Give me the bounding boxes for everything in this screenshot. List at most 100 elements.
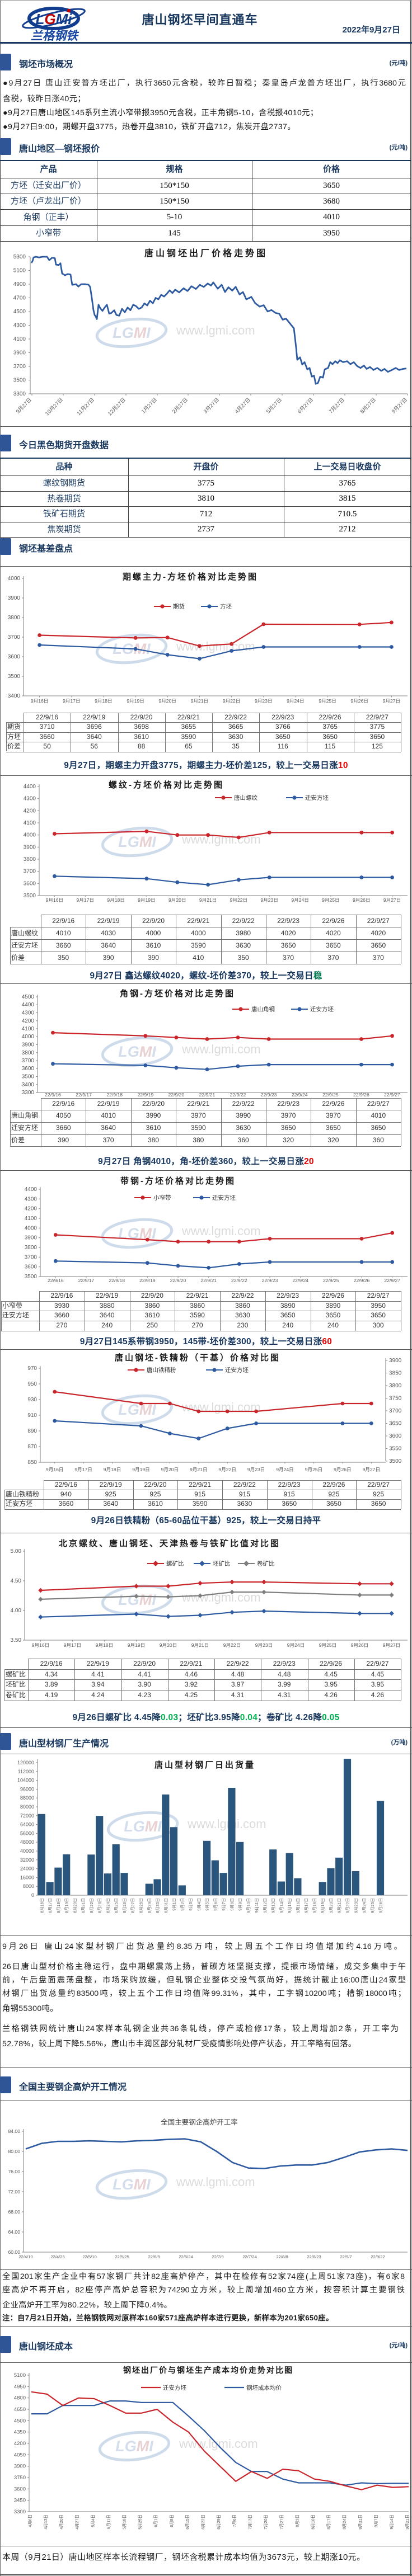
- svg-text:3800: 3800: [389, 1383, 402, 1389]
- svg-text:64.00: 64.00: [8, 2229, 20, 2235]
- svg-text:www.lgmi.com: www.lgmi.com: [179, 2437, 258, 2451]
- svg-text:9月24日: 9月24日: [362, 1898, 367, 1913]
- svg-text:3600: 3600: [389, 1433, 402, 1439]
- svg-text:12月27日: 12月27日: [107, 397, 127, 417]
- svg-text:3900: 3900: [13, 350, 26, 356]
- svg-text:4500: 4500: [14, 2418, 26, 2424]
- svg-text:8月18日: 8月18日: [56, 1898, 61, 1913]
- svg-text:4000: 4000: [8, 576, 21, 582]
- svg-text:22/9/24: 22/9/24: [292, 1092, 308, 1098]
- svg-text:4300: 4300: [13, 323, 26, 329]
- svg-text:3600: 3600: [22, 1066, 35, 1072]
- svg-text:9月19日: 9月19日: [138, 897, 156, 903]
- svg-text:9月27日: 9月27日: [391, 397, 409, 415]
- svg-text:9月26日: 9月26日: [378, 1898, 383, 1913]
- svg-text:22/9/22: 22/9/22: [230, 1092, 246, 1098]
- svg-text:22/7/9: 22/7/9: [212, 2254, 223, 2259]
- svg-text:9月16日: 9月16日: [46, 897, 64, 903]
- svg-text:22/9/16: 22/9/16: [48, 1278, 64, 1283]
- svg-text:8月31日: 8月31日: [163, 1898, 168, 1913]
- svg-text:3650: 3650: [389, 1421, 402, 1427]
- svg-text:4300: 4300: [25, 1196, 38, 1202]
- svg-text:9月24日: 9月24日: [276, 1467, 294, 1472]
- svg-text:22/8/8: 22/8/8: [276, 2254, 288, 2259]
- svg-text:4100: 4100: [25, 1216, 38, 1222]
- svg-text:3300: 3300: [14, 2509, 26, 2515]
- svg-text:9月5日: 9月5日: [205, 1898, 210, 1911]
- svg-text:9月19日: 9月19日: [132, 1467, 150, 1472]
- svg-text:24000: 24000: [20, 1866, 34, 1872]
- svg-text:9月21日: 9月21日: [191, 698, 209, 704]
- svg-text:9月27日: 9月27日: [383, 698, 401, 704]
- svg-text:唐山型材钢厂日出货量: 唐山型材钢厂日出货量: [154, 1760, 255, 1770]
- svg-text:8月20日: 8月20日: [72, 1898, 77, 1913]
- svg-text:8月19日: 8月19日: [64, 1898, 69, 1913]
- svg-text:9月24日: 9月24日: [287, 1642, 305, 1648]
- svg-text:22/9/17: 22/9/17: [78, 1278, 95, 1283]
- svg-text:950: 950: [27, 1381, 37, 1387]
- svg-text:22/9/21: 22/9/21: [200, 1278, 217, 1283]
- svg-text:9月2日: 9月2日: [180, 1898, 185, 1911]
- svg-text:4050: 4050: [14, 2452, 26, 2458]
- svg-text:3800: 3800: [24, 856, 36, 863]
- svg-text:3500: 3500: [25, 1274, 38, 1280]
- svg-text:16000: 16000: [20, 1875, 34, 1880]
- svg-text:9月19日: 9月19日: [128, 1642, 146, 1648]
- svg-text:螺矿比: 螺矿比: [166, 1560, 184, 1567]
- svg-text:4200: 4200: [14, 2441, 26, 2447]
- svg-text:3750: 3750: [14, 2475, 26, 2481]
- svg-text:22/6/24: 22/6/24: [179, 2254, 193, 2259]
- svg-text:4500: 4500: [13, 309, 26, 315]
- svg-text:螺纹-方坯价格对比走势图: 螺纹-方坯价格对比走势图: [109, 780, 224, 790]
- svg-text:4100: 4100: [24, 820, 36, 826]
- svg-text:全国主要钢企高炉开工率: 全国主要钢企高炉开工率: [161, 2118, 238, 2126]
- svg-text:9月25日: 9月25日: [370, 1898, 375, 1913]
- svg-text:9月20日: 9月20日: [161, 1467, 179, 1472]
- svg-text:9月7日: 9月7日: [221, 1898, 226, 1911]
- svg-text:LGMi: LGMi: [35, 11, 72, 27]
- svg-text:LGMI: LGMI: [113, 324, 151, 341]
- svg-text:3900: 3900: [14, 2464, 26, 2470]
- svg-text:8月17日: 8月17日: [326, 2514, 331, 2530]
- svg-text:6月29日: 6月29日: [216, 2514, 221, 2530]
- svg-text:9月17日: 9月17日: [76, 897, 94, 903]
- svg-text:8月27日: 8月27日: [359, 397, 377, 415]
- svg-text:96000: 96000: [20, 1786, 34, 1792]
- svg-text:4月27日: 4月27日: [74, 2514, 79, 2530]
- svg-text:56000: 56000: [20, 1830, 34, 1836]
- svg-text:4800: 4800: [14, 2395, 26, 2401]
- svg-text:4月13日: 4月13日: [43, 2514, 48, 2530]
- svg-text:9月25日: 9月25日: [319, 698, 336, 704]
- svg-text:www.lgmi.com: www.lgmi.com: [181, 1400, 261, 1414]
- svg-text:60.00: 60.00: [8, 2249, 20, 2255]
- svg-text:9月23日: 9月23日: [260, 897, 278, 903]
- svg-text:9月3日: 9月3日: [188, 1898, 193, 1911]
- svg-text:8月29日: 8月29日: [147, 1898, 152, 1913]
- svg-text:9月26日: 9月26日: [351, 1642, 369, 1648]
- svg-text:4200: 4200: [24, 808, 36, 814]
- svg-text:4200: 4200: [22, 1018, 35, 1024]
- svg-text:9月22日: 9月22日: [218, 1467, 236, 1472]
- svg-text:5100: 5100: [14, 2372, 26, 2379]
- svg-text:迁安方坯: 迁安方坯: [310, 1006, 334, 1013]
- svg-text:LGMI: LGMI: [124, 1818, 162, 1835]
- svg-text:LGMI: LGMI: [115, 2438, 153, 2455]
- svg-text:9月16日: 9月16日: [31, 698, 49, 704]
- svg-text:4月20日: 4月20日: [59, 2514, 64, 2530]
- svg-text:9月10日: 9月10日: [246, 1898, 251, 1913]
- svg-text:唐山铁精粉: 唐山铁精粉: [147, 1367, 176, 1374]
- svg-text:8月31日: 8月31日: [358, 2514, 363, 2530]
- svg-text:68.00: 68.00: [8, 2209, 20, 2215]
- svg-text:9月17日: 9月17日: [64, 1642, 82, 1648]
- svg-text:9月12日: 9月12日: [263, 1898, 268, 1913]
- svg-text:9月19日: 9月19日: [320, 1898, 325, 1913]
- svg-text:LGMI: LGMI: [118, 1591, 156, 1608]
- svg-text:3900: 3900: [389, 1358, 402, 1364]
- svg-text:钢坯成本均价: 钢坯成本均价: [246, 2384, 282, 2391]
- svg-text:9月16日: 9月16日: [46, 1467, 64, 1472]
- svg-text:22/9/16: 22/9/16: [45, 1092, 61, 1098]
- svg-text:3700: 3700: [25, 1254, 38, 1260]
- svg-text:带钢-方坯价格对比走势图: 带钢-方坯价格对比走势图: [120, 1176, 236, 1186]
- svg-text:22/9/26: 22/9/26: [354, 1278, 370, 1283]
- svg-text:32000: 32000: [20, 1857, 34, 1863]
